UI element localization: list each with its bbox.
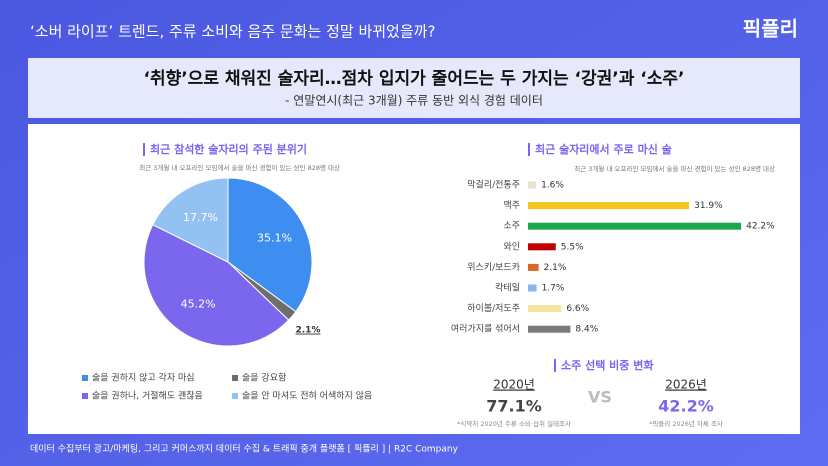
comparison-note: *픽플리 2026년 자체 조사: [649, 419, 723, 428]
bar: [528, 243, 556, 251]
footer: 데이터 수집부터 광고/마케팅, 그리고 커머스까지 데이터 수집 & 트래픽 …: [30, 443, 459, 455]
section-marker: [528, 143, 530, 156]
bar-value: 6.6%: [566, 304, 589, 314]
bar: [528, 181, 537, 189]
bar: [528, 202, 690, 210]
bar-category: 위스키/보드카: [467, 262, 520, 273]
comparison-year: 2020년: [493, 378, 535, 392]
bar-category: 칵테일: [495, 282, 520, 294]
legend-swatch: [82, 393, 88, 399]
bar-value: 1.6%: [541, 181, 564, 191]
banner-subtitle: - 연말연시(최근 3개월) 주류 동반 외식 경험 데이터: [285, 94, 543, 108]
slice-label: 45.2%: [181, 298, 216, 311]
comparison-note: *식약처 2020년 주류 소비·섭취 실태조사: [457, 419, 571, 428]
legend-label: 술을 안 마셔도 전혀 어색하지 않음: [242, 391, 372, 402]
bar: [528, 263, 539, 271]
bar-category: 맥주: [503, 200, 520, 211]
legend-swatch: [232, 393, 238, 399]
vs-label: VS: [588, 388, 612, 407]
bar-value: 5.5%: [561, 242, 584, 252]
banner: [28, 58, 800, 118]
legend-label: 술을 강요함: [242, 373, 286, 384]
comparison-title: 소주 선택 비중 변화: [561, 358, 653, 372]
bar-category: 막걸리/전통주: [467, 180, 520, 191]
bar-value: 42.2%: [746, 222, 775, 232]
pie-slice: [152, 177, 229, 263]
banner-title: ‘취향’으로 채워진 술자리…점차 입지가 줄어드는 두 가지는 ‘강권’과 ‘…: [143, 68, 684, 89]
legend-label: 술을 권하나, 거절해도 괜찮음: [92, 390, 203, 402]
legend-swatch: [82, 375, 88, 381]
bar-value: 31.9%: [694, 201, 723, 211]
bar-category: 와인: [503, 240, 520, 252]
legend-label: 술을 권하지 않고 각자 마심: [92, 372, 195, 384]
bar: [528, 284, 537, 292]
comparison-value: 42.2%: [658, 397, 714, 416]
section-marker: [143, 143, 145, 156]
bar-category: 여러가지를 섞어서: [451, 323, 520, 335]
bar-value: 8.4%: [575, 325, 598, 335]
pie-slice: [143, 224, 290, 347]
bar: [528, 222, 742, 230]
header-title: ‘소버 라이프’ 트렌드, 주류 소비와 음주 문화는 정말 바뀌었을까?: [30, 23, 435, 41]
bar-category: 하이볼/저도주: [467, 303, 520, 314]
pie-subtitle: 최근 3개월 내 오프라인 모임에서 술을 마신 경험이 있는 성인 828명 …: [139, 163, 340, 172]
bar-value: 2.1%: [544, 263, 567, 273]
pie-slice: [227, 177, 313, 313]
slice-label: 35.1%: [257, 231, 292, 244]
slice-label: 17.7%: [183, 211, 218, 224]
bar-value: 1.7%: [542, 284, 565, 294]
comparison-value: 77.1%: [486, 397, 542, 416]
comparison-year: 2026년: [665, 378, 707, 392]
bar-title: 최근 술자리에서 주로 마신 술: [535, 142, 672, 156]
bar-category: 소주: [503, 221, 520, 232]
section-marker: [554, 359, 556, 372]
bar: [528, 305, 562, 313]
legend-swatch: [232, 375, 238, 381]
logo: 픽플리: [743, 17, 798, 41]
bar: [528, 325, 571, 333]
slice-label: 2.1%: [296, 326, 321, 336]
bar-subtitle: 최근 3개월 내 오프라인 모임에서 술을 마신 경험이 있는 성인 828명 …: [574, 164, 775, 173]
pie-title: 최근 참석한 술자리의 주된 분위기: [150, 142, 307, 156]
